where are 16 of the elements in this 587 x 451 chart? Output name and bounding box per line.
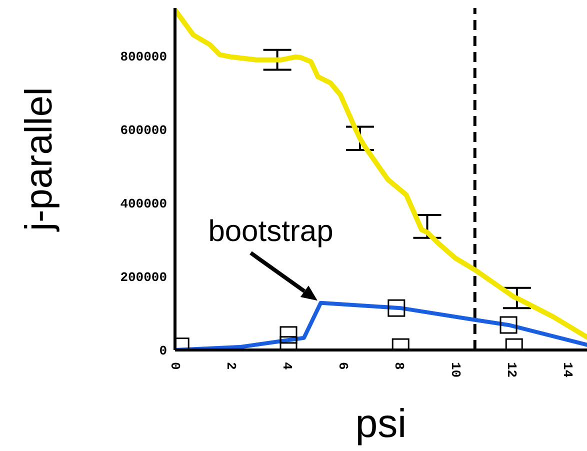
- y-tick-label: 200000: [120, 270, 168, 286]
- y-tick-label: 600000: [120, 122, 168, 138]
- x-tick-label: 6: [336, 362, 351, 370]
- x-axis-title: psi: [355, 402, 407, 446]
- x-tick-label: 4: [280, 362, 295, 370]
- x-tick-label: 14: [560, 362, 575, 378]
- x-tick-label: 0: [168, 362, 182, 370]
- y-tick-label: 800000: [120, 49, 168, 64]
- y-tick-label: 400000: [120, 196, 168, 212]
- x-tick-label: 2: [224, 362, 239, 370]
- y-axis-title: j-parallel: [18, 87, 60, 232]
- x-tick-label: 8: [392, 362, 407, 370]
- x-tick-label: 10: [448, 362, 463, 378]
- x-tick-label: 12: [504, 362, 519, 378]
- y-tick-label: 0: [159, 344, 168, 359]
- annotation: bootstrap: [208, 214, 334, 248]
